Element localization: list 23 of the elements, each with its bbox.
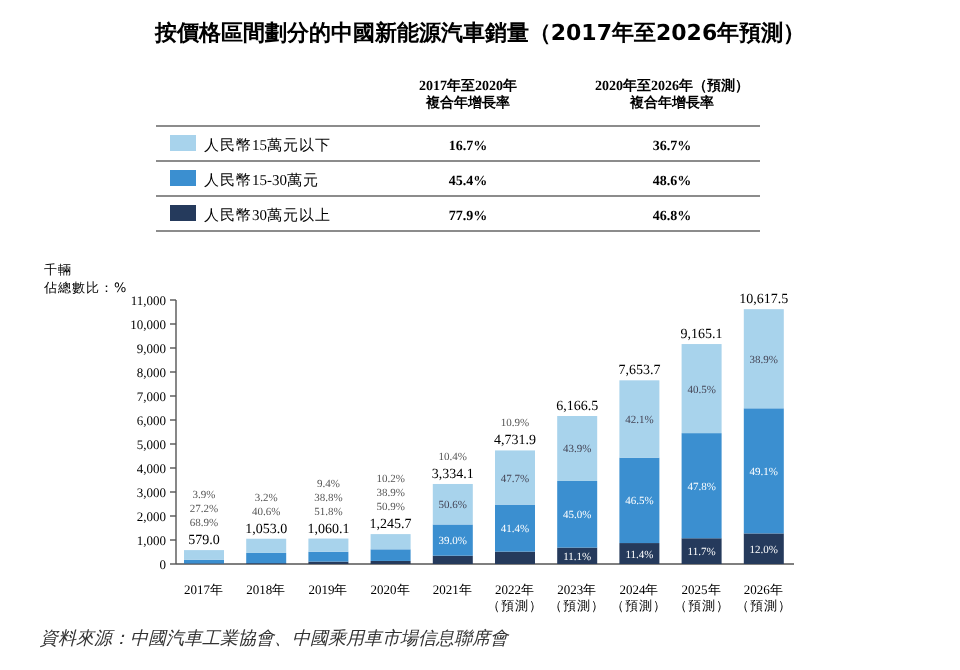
bar xyxy=(557,416,598,481)
bar xyxy=(743,533,784,564)
bar xyxy=(495,551,535,564)
bar xyxy=(370,534,411,550)
bar xyxy=(681,433,722,539)
bar xyxy=(557,480,598,548)
bar xyxy=(308,538,349,552)
bar xyxy=(308,551,349,562)
chart-title: 按價格區間劃分的中國新能源汽車銷量（2017年至2026年預測） xyxy=(152,20,806,46)
source-note: 資料來源：中國汽車工業協會、中國乘用車市場信息聯席會 xyxy=(40,628,510,648)
bar xyxy=(495,450,535,505)
bar xyxy=(432,555,473,564)
bar xyxy=(681,344,722,434)
bar xyxy=(619,457,660,544)
bar xyxy=(184,550,224,560)
bar xyxy=(743,408,784,534)
bar xyxy=(432,524,473,556)
bar xyxy=(619,380,660,458)
bar xyxy=(743,309,784,409)
bar xyxy=(246,538,287,553)
bar xyxy=(246,552,287,564)
bar xyxy=(495,504,535,552)
bar xyxy=(370,549,411,561)
